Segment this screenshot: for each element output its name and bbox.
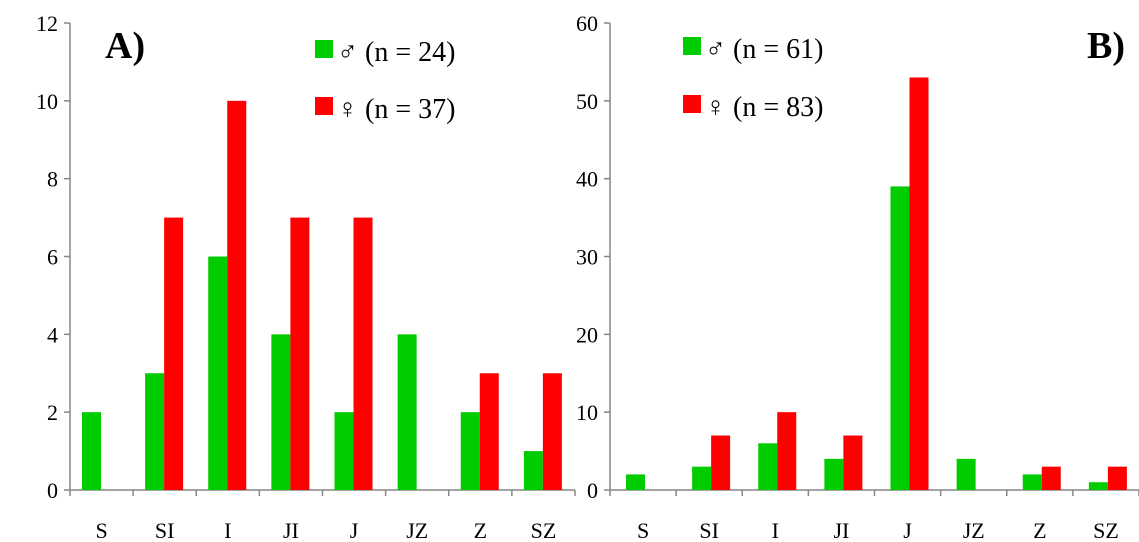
legend-swatch-male-a <box>315 40 333 58</box>
bar-male-ji-b <box>824 458 844 490</box>
x-category-label-a: SZ <box>531 518 557 542</box>
x-category-label-b: S <box>637 518 649 542</box>
panel-label-a: A) <box>105 25 145 67</box>
legend-label-female-b: ♀ (n = 83) <box>705 92 823 123</box>
x-category-label-b: J <box>903 518 912 542</box>
legend-swatch-female-a <box>315 97 333 115</box>
bar-male-si-b <box>692 466 712 490</box>
y-tick-label-a: 2 <box>47 400 58 425</box>
x-category-label-a: JZ <box>406 518 428 542</box>
x-category-label-b: I <box>772 518 779 542</box>
bar-male-i-b <box>758 443 778 490</box>
bar-male-s-a <box>82 412 101 490</box>
y-tick-label-b: 10 <box>576 400 598 425</box>
x-category-label-a: S <box>95 518 107 542</box>
x-category-label-b: JI <box>833 518 849 542</box>
bar-female-si-b <box>711 435 731 490</box>
bar-male-z-b <box>1022 474 1042 490</box>
bar-male-sz-a <box>523 451 543 490</box>
bar-male-sz-b <box>1088 482 1108 490</box>
chart-panel-b: 0 10 20 30 40 50 60 S SI I JI J JZ Z SZ B) ♂ (n = 61)… <box>576 11 1139 542</box>
legend-label-female-a: ♀ (n = 37) <box>337 94 455 125</box>
x-category-label-a: I <box>224 518 231 542</box>
bar-female-si-a <box>164 217 184 491</box>
bar-male-i-a <box>208 256 228 490</box>
bar-female-j-a <box>353 217 373 491</box>
bar-female-sz-b <box>1107 466 1127 490</box>
bar-female-j-b <box>909 77 929 490</box>
bar-male-j-a <box>334 412 354 490</box>
legend-label-male-b: ♂ (n = 61) <box>705 34 823 65</box>
bar-female-z-a <box>479 373 499 490</box>
bar-female-sz-a <box>542 373 562 490</box>
y-tick-label-b: 60 <box>576 11 598 36</box>
x-category-label-b: Z <box>1033 518 1046 542</box>
y-tick-label-a: 4 <box>47 322 58 347</box>
bar-female-ji-a <box>290 217 310 491</box>
y-tick-label-a: 10 <box>36 89 58 114</box>
bar-male-si-a <box>145 373 165 490</box>
panel-label-b: B) <box>1087 25 1125 67</box>
y-tick-label-a: 6 <box>47 245 58 270</box>
x-category-label-b: SZ <box>1093 518 1119 542</box>
bar-male-jz-b <box>956 458 976 490</box>
bar-male-ji-a <box>271 334 291 490</box>
bar-female-i-b <box>777 412 797 490</box>
y-tick-label-b: 50 <box>576 89 598 114</box>
bar-female-ji-b <box>843 435 863 490</box>
bar-male-s-b <box>626 474 645 490</box>
y-tick-label-b: 20 <box>576 322 598 347</box>
y-tick-label-b: 30 <box>576 245 598 270</box>
x-category-label-a: SI <box>155 518 175 542</box>
x-category-label-a: Z <box>474 518 487 542</box>
bar-male-jz-a <box>397 334 417 490</box>
x-category-label-a: JI <box>283 518 299 542</box>
bar-female-z-b <box>1041 466 1061 490</box>
x-category-label-b: SI <box>699 518 719 542</box>
chart-panel-a: 0 2 4 6 8 10 12 S SI I JI J JZ Z SZ A) ♂ (n = 24) ♀ (… <box>36 11 576 542</box>
bar-female-i-a <box>227 100 247 490</box>
y-tick-label-a: 8 <box>47 167 58 192</box>
y-tick-label-a: 0 <box>47 478 58 503</box>
y-tick-label-a: 12 <box>36 11 58 36</box>
bar-male-j-b <box>890 186 910 490</box>
legend-swatch-male-b <box>683 37 701 55</box>
x-category-label-a: J <box>350 518 359 542</box>
x-category-label-b: JZ <box>963 518 985 542</box>
y-tick-label-b: 0 <box>587 478 598 503</box>
y-tick-label-b: 40 <box>576 167 598 192</box>
legend-label-male-a: ♂ (n = 24) <box>337 37 455 68</box>
legend-swatch-female-b <box>683 95 701 113</box>
bar-male-z-a <box>460 412 480 490</box>
